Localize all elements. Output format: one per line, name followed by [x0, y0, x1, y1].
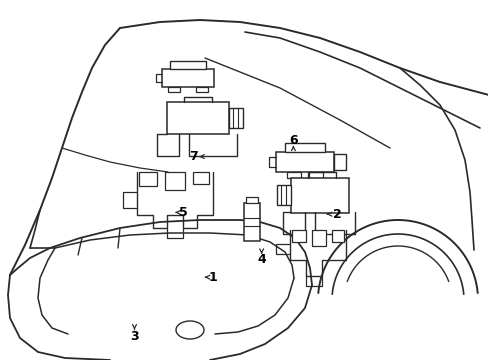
Bar — [291, 230, 305, 242]
Bar — [244, 203, 260, 241]
Bar — [167, 102, 228, 134]
Bar — [276, 185, 290, 205]
Text: 5: 5 — [179, 206, 187, 219]
Bar — [275, 152, 333, 172]
Text: 3: 3 — [130, 330, 139, 343]
Bar — [196, 87, 207, 92]
Bar — [290, 178, 348, 213]
Bar — [331, 230, 343, 242]
Bar — [164, 172, 184, 190]
Text: 2: 2 — [332, 208, 341, 221]
Bar — [308, 172, 323, 178]
Text: 1: 1 — [208, 271, 217, 284]
Text: 7: 7 — [188, 150, 197, 163]
Text: 4: 4 — [257, 253, 265, 266]
Bar — [168, 87, 180, 92]
Bar — [139, 172, 157, 186]
Bar — [285, 143, 325, 152]
Bar — [162, 69, 214, 87]
Text: 6: 6 — [288, 134, 297, 147]
Bar — [333, 154, 346, 170]
Bar — [245, 197, 258, 203]
Bar — [228, 108, 243, 128]
Bar — [286, 172, 301, 178]
Bar — [311, 230, 325, 246]
Bar — [193, 172, 208, 184]
Bar — [170, 61, 205, 69]
